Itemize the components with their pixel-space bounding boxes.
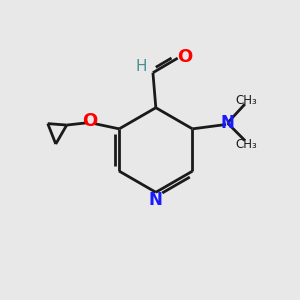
Text: H: H: [136, 59, 147, 74]
Text: N: N: [149, 191, 163, 209]
Text: N: N: [220, 114, 234, 132]
Text: O: O: [177, 48, 193, 66]
Text: CH₃: CH₃: [236, 94, 257, 107]
Text: CH₃: CH₃: [236, 137, 257, 151]
Text: O: O: [82, 112, 98, 130]
